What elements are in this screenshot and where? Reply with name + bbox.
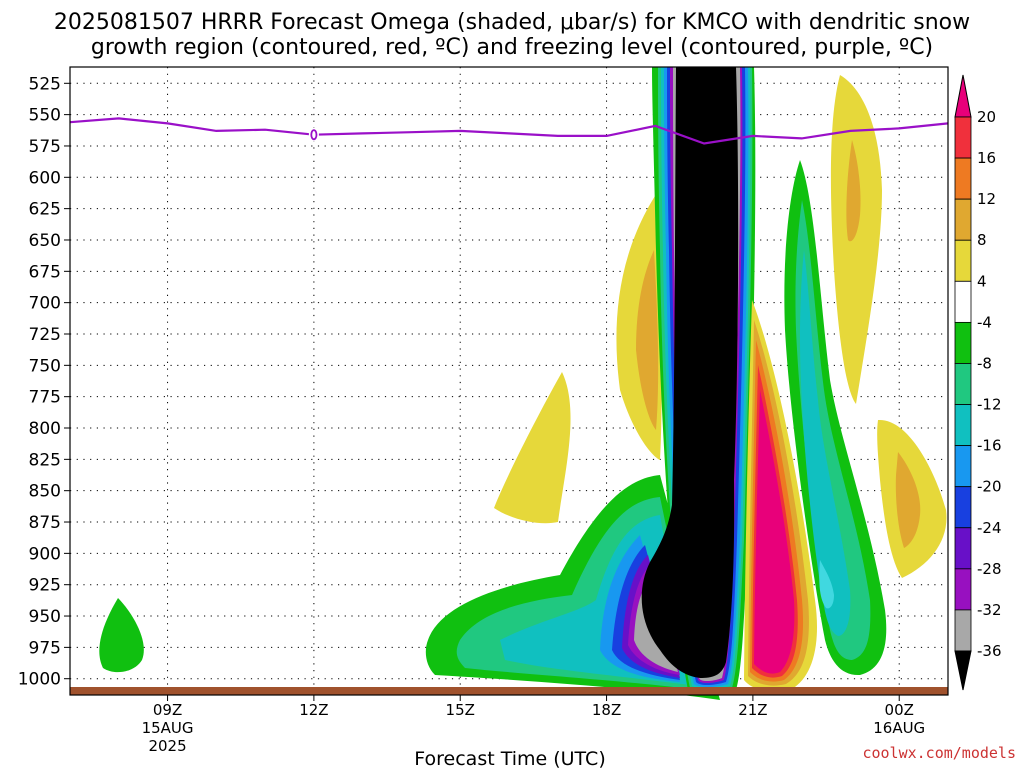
surface-terrain	[70, 687, 948, 695]
x-tick-label: 12Z	[299, 701, 328, 719]
colorbar: 20 16 12 8 4 -4 -8 -12 -16 -20 -24 -28 -32 -36	[954, 74, 1002, 691]
colorbar-swatch	[954, 239, 972, 282]
y-tick-label: 850	[29, 482, 61, 502]
y-tick-label: 700	[29, 294, 61, 314]
omega-cell-ascent-west	[99, 598, 144, 673]
colorbar-tick-label: -32	[977, 601, 1002, 619]
colorbar-bottom-arrow	[954, 650, 972, 691]
y-tick-label: 1000	[18, 670, 61, 690]
freezing-level-line	[69, 117, 949, 145]
colorbar-swatch	[954, 527, 972, 570]
x-tick-label: 15Z	[446, 701, 475, 719]
colorbar-tick-label: -28	[977, 560, 1002, 578]
colorbar-swatch	[954, 363, 972, 405]
y-tick-label: 575	[29, 137, 61, 157]
credit-text: coolwx.com/models	[862, 744, 1016, 762]
y-tick-label: 900	[29, 544, 61, 564]
omega-descent-lower-right-gold	[895, 452, 921, 548]
y-tick-label: 825	[29, 450, 61, 470]
colorbar-tick-label: 12	[977, 190, 996, 208]
colorbar-tick-label: 16	[977, 149, 996, 167]
colorbar-top-arrow	[954, 74, 972, 118]
freezing-level-label-bg	[308, 127, 319, 142]
colorbar-tick-label: 4	[977, 272, 987, 290]
y-tick-label: 775	[29, 388, 61, 408]
y-tick-label: 950	[29, 607, 61, 627]
freezing-level-label-zero	[310, 129, 318, 141]
x-tick-date: 16AUG	[873, 719, 925, 737]
colorbar-tick-label: -4	[977, 313, 992, 331]
omega-descent-upper-right-yellow	[830, 75, 882, 404]
y-tick-label: 875	[29, 513, 61, 533]
x-tick-year: 2025	[148, 737, 186, 755]
x-tick-label: 18Z	[592, 701, 621, 719]
plot-frame	[69, 66, 949, 696]
colorbar-tick-label: -24	[977, 519, 1002, 537]
colorbar-swatch	[954, 116, 972, 159]
x-tick-label: 09Z	[153, 701, 182, 719]
chart-title-line2: growth region (contoured, red, ºC) and f…	[91, 35, 933, 60]
y-tick-label: 550	[29, 106, 61, 126]
omega-descent-east-magenta	[754, 390, 795, 674]
omega-shading	[70, 67, 948, 700]
omega-ascent-band-teal	[795, 200, 871, 660]
x-axis-label: Forecast Time (UTC)	[414, 748, 605, 768]
colorbar-swatch	[954, 198, 972, 241]
colorbar-swatch	[954, 568, 972, 611]
y-tick-label: 800	[29, 419, 61, 439]
colorbar-tick-label: -12	[977, 396, 1002, 414]
y-tick-label: 625	[29, 200, 61, 220]
y-tick-label: 525	[29, 74, 61, 94]
colorbar-tick-label: -16	[977, 437, 1002, 455]
y-axis: 525 550 575 600 625 650 675 700 725 750 775 800 825 8…	[18, 74, 70, 690]
omega-cell-descent-mid-west	[494, 372, 571, 524]
colorbar-tick-label: -20	[977, 478, 1002, 496]
colorbar-swatch	[954, 445, 972, 488]
freezing-level-contour	[69, 117, 949, 145]
colorbar-tick-label: -36	[977, 642, 1002, 660]
colorbar-tick-label: 20	[977, 108, 996, 126]
y-tick-label: 975	[29, 638, 61, 658]
x-tick-label: 21Z	[738, 701, 767, 719]
colorbar-swatch	[954, 280, 972, 323]
omega-ascent-band-light-cyan	[819, 560, 834, 609]
colorbar-tick-label: 8	[977, 231, 987, 249]
y-tick-label: 725	[29, 325, 61, 345]
chart-title-line1: 2025081507 HRRR Forecast Omega (shaded, …	[54, 10, 970, 35]
colorbar-swatch	[954, 609, 972, 652]
colorbar-swatch	[954, 157, 972, 200]
colorbar-tick-label: -8	[977, 354, 992, 372]
y-tick-label: 750	[29, 356, 61, 376]
omega-cell-descent-tongue-core	[636, 250, 659, 430]
omega-ascent-band-cyan	[800, 250, 851, 636]
x-tick-label: 00Z	[885, 701, 914, 719]
x-tick-date: 15AUG	[142, 719, 194, 737]
colorbar-swatch	[954, 486, 972, 529]
y-tick-label: 925	[29, 576, 61, 596]
omega-column-core	[641, 67, 739, 678]
colorbar-swatch	[954, 404, 972, 447]
y-tick-label: 600	[29, 168, 61, 188]
y-tick-label: 650	[29, 231, 61, 251]
colorbar-swatch	[954, 321, 972, 364]
omega-descent-upper-right-gold	[846, 140, 861, 242]
y-tick-label: 675	[29, 262, 61, 282]
